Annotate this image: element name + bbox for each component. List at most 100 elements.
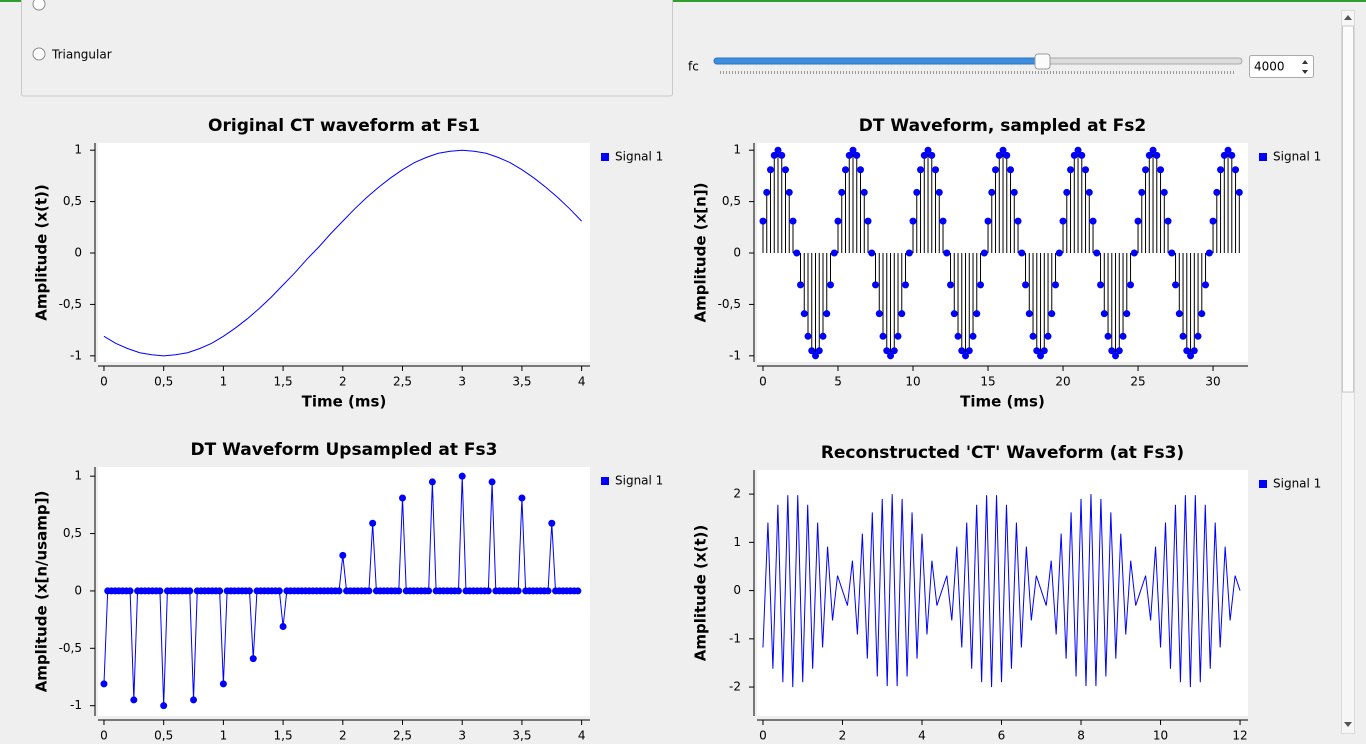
y-tick-label: 0 (733, 246, 741, 260)
stem-marker (853, 151, 861, 159)
y-tick-label: -1 (729, 348, 741, 362)
legend-swatch (1259, 480, 1267, 488)
stem-marker (759, 217, 767, 225)
stem-marker (1183, 347, 1191, 355)
x-tick-label: 10 (1153, 729, 1168, 743)
radio-button[interactable] (32, 47, 46, 61)
scrollbar-thumb[interactable] (1342, 25, 1354, 393)
x-tick-label: 0 (759, 375, 767, 389)
x-tick-label: 0 (100, 375, 108, 389)
stem-marker (1059, 217, 1067, 225)
stem-marker (1018, 249, 1026, 257)
y-tick-label: 0 (733, 583, 741, 597)
y-tick-label: -1 (729, 631, 741, 645)
stem-marker (1007, 166, 1015, 174)
radio-button[interactable] (32, 0, 46, 11)
y-tick-label: 1 (74, 469, 82, 483)
stem-marker (1194, 332, 1202, 340)
data-point (126, 587, 134, 595)
stem-marker (950, 310, 958, 318)
chart-title: DT Waveform, sampled at Fs2 (859, 116, 1146, 136)
stem-marker (815, 347, 823, 355)
stem-marker (1040, 347, 1048, 355)
stem-marker (980, 249, 988, 257)
stem-marker (1115, 347, 1123, 355)
spinbox-arrows[interactable] (1302, 60, 1308, 74)
data-point (518, 494, 526, 502)
plot-area (757, 143, 1248, 362)
stem-marker (1172, 281, 1180, 289)
plot-area (98, 143, 590, 362)
spinbox[interactable] (1249, 55, 1314, 78)
x-axis-label: Time (ms) (302, 393, 387, 411)
stem-marker (1127, 281, 1135, 289)
stem-marker (973, 310, 981, 318)
x-tick-label: 0,5 (154, 729, 173, 743)
stem-marker (770, 151, 778, 159)
stem-marker (1022, 281, 1030, 289)
stem-marker (1085, 188, 1093, 196)
stem-marker (887, 352, 895, 360)
stem-marker (819, 332, 827, 340)
data-point (219, 680, 227, 688)
stem-marker (913, 188, 921, 196)
y-axis-label: Amplitude (x[n]) (692, 182, 710, 322)
x-tick-label: 3,5 (512, 375, 531, 389)
data-point (275, 587, 283, 595)
stem-marker (932, 166, 940, 174)
x-tick-label: 2 (339, 375, 347, 389)
data-point (156, 587, 164, 595)
y-tick-label: -0,5 (59, 297, 82, 311)
x-tick-label: 5 (834, 375, 842, 389)
x-tick-label: 10 (905, 375, 920, 389)
data-point (100, 680, 108, 688)
stem-marker (800, 310, 808, 318)
y-tick-label: 1 (733, 535, 741, 549)
y-axis-label: Amplitude (x[n/usamp]) (33, 491, 51, 693)
spinbox-value[interactable]: 4000 (1254, 60, 1285, 74)
x-tick-label: 2,5 (393, 729, 412, 743)
stem-marker (827, 281, 835, 289)
stem-marker (1235, 188, 1243, 196)
data-point (216, 587, 224, 595)
stem-marker (1044, 332, 1052, 340)
data-point (428, 478, 436, 486)
chart-title: DT Waveform Upsampled at Fs3 (191, 440, 498, 460)
x-tick-label: 20 (1055, 375, 1070, 389)
legend-label: Signal 1 (1273, 477, 1321, 491)
stem-marker (785, 188, 793, 196)
stem-marker (1217, 166, 1225, 174)
y-tick-label: 0,5 (63, 194, 82, 208)
stem-marker (962, 352, 970, 360)
stem-marker (1134, 217, 1142, 225)
stem-marker (767, 166, 775, 174)
radio-label[interactable]: Triangular (51, 48, 112, 62)
data-point (395, 587, 403, 595)
group-box (21, 0, 673, 97)
x-axis-label: Time (ms) (960, 393, 1045, 411)
stem-marker (1149, 146, 1157, 154)
y-tick-label: -2 (729, 680, 741, 694)
stem-marker (1010, 188, 1018, 196)
y-tick-label: 2 (733, 487, 741, 501)
chart-title: Original CT waveform at Fs1 (208, 116, 480, 136)
stem-marker (830, 249, 838, 257)
stem-marker (1078, 151, 1086, 159)
stem-marker (1112, 352, 1120, 360)
stem-marker (838, 188, 846, 196)
stem-marker (1202, 281, 1210, 289)
y-tick-label: -1 (70, 348, 82, 362)
stem-marker (1052, 281, 1060, 289)
stem-marker (1097, 281, 1105, 289)
stem-marker (864, 217, 872, 225)
stem-marker (924, 146, 932, 154)
x-tick-label: 1 (220, 375, 228, 389)
stem-marker (905, 249, 913, 257)
stem-marker (954, 332, 962, 340)
slider-handle[interactable] (1034, 53, 1051, 70)
stem-marker (875, 310, 883, 318)
stem-marker (763, 188, 771, 196)
stem-marker (1179, 332, 1187, 340)
y-axis-label: Amplitude (x(t)) (33, 184, 51, 321)
